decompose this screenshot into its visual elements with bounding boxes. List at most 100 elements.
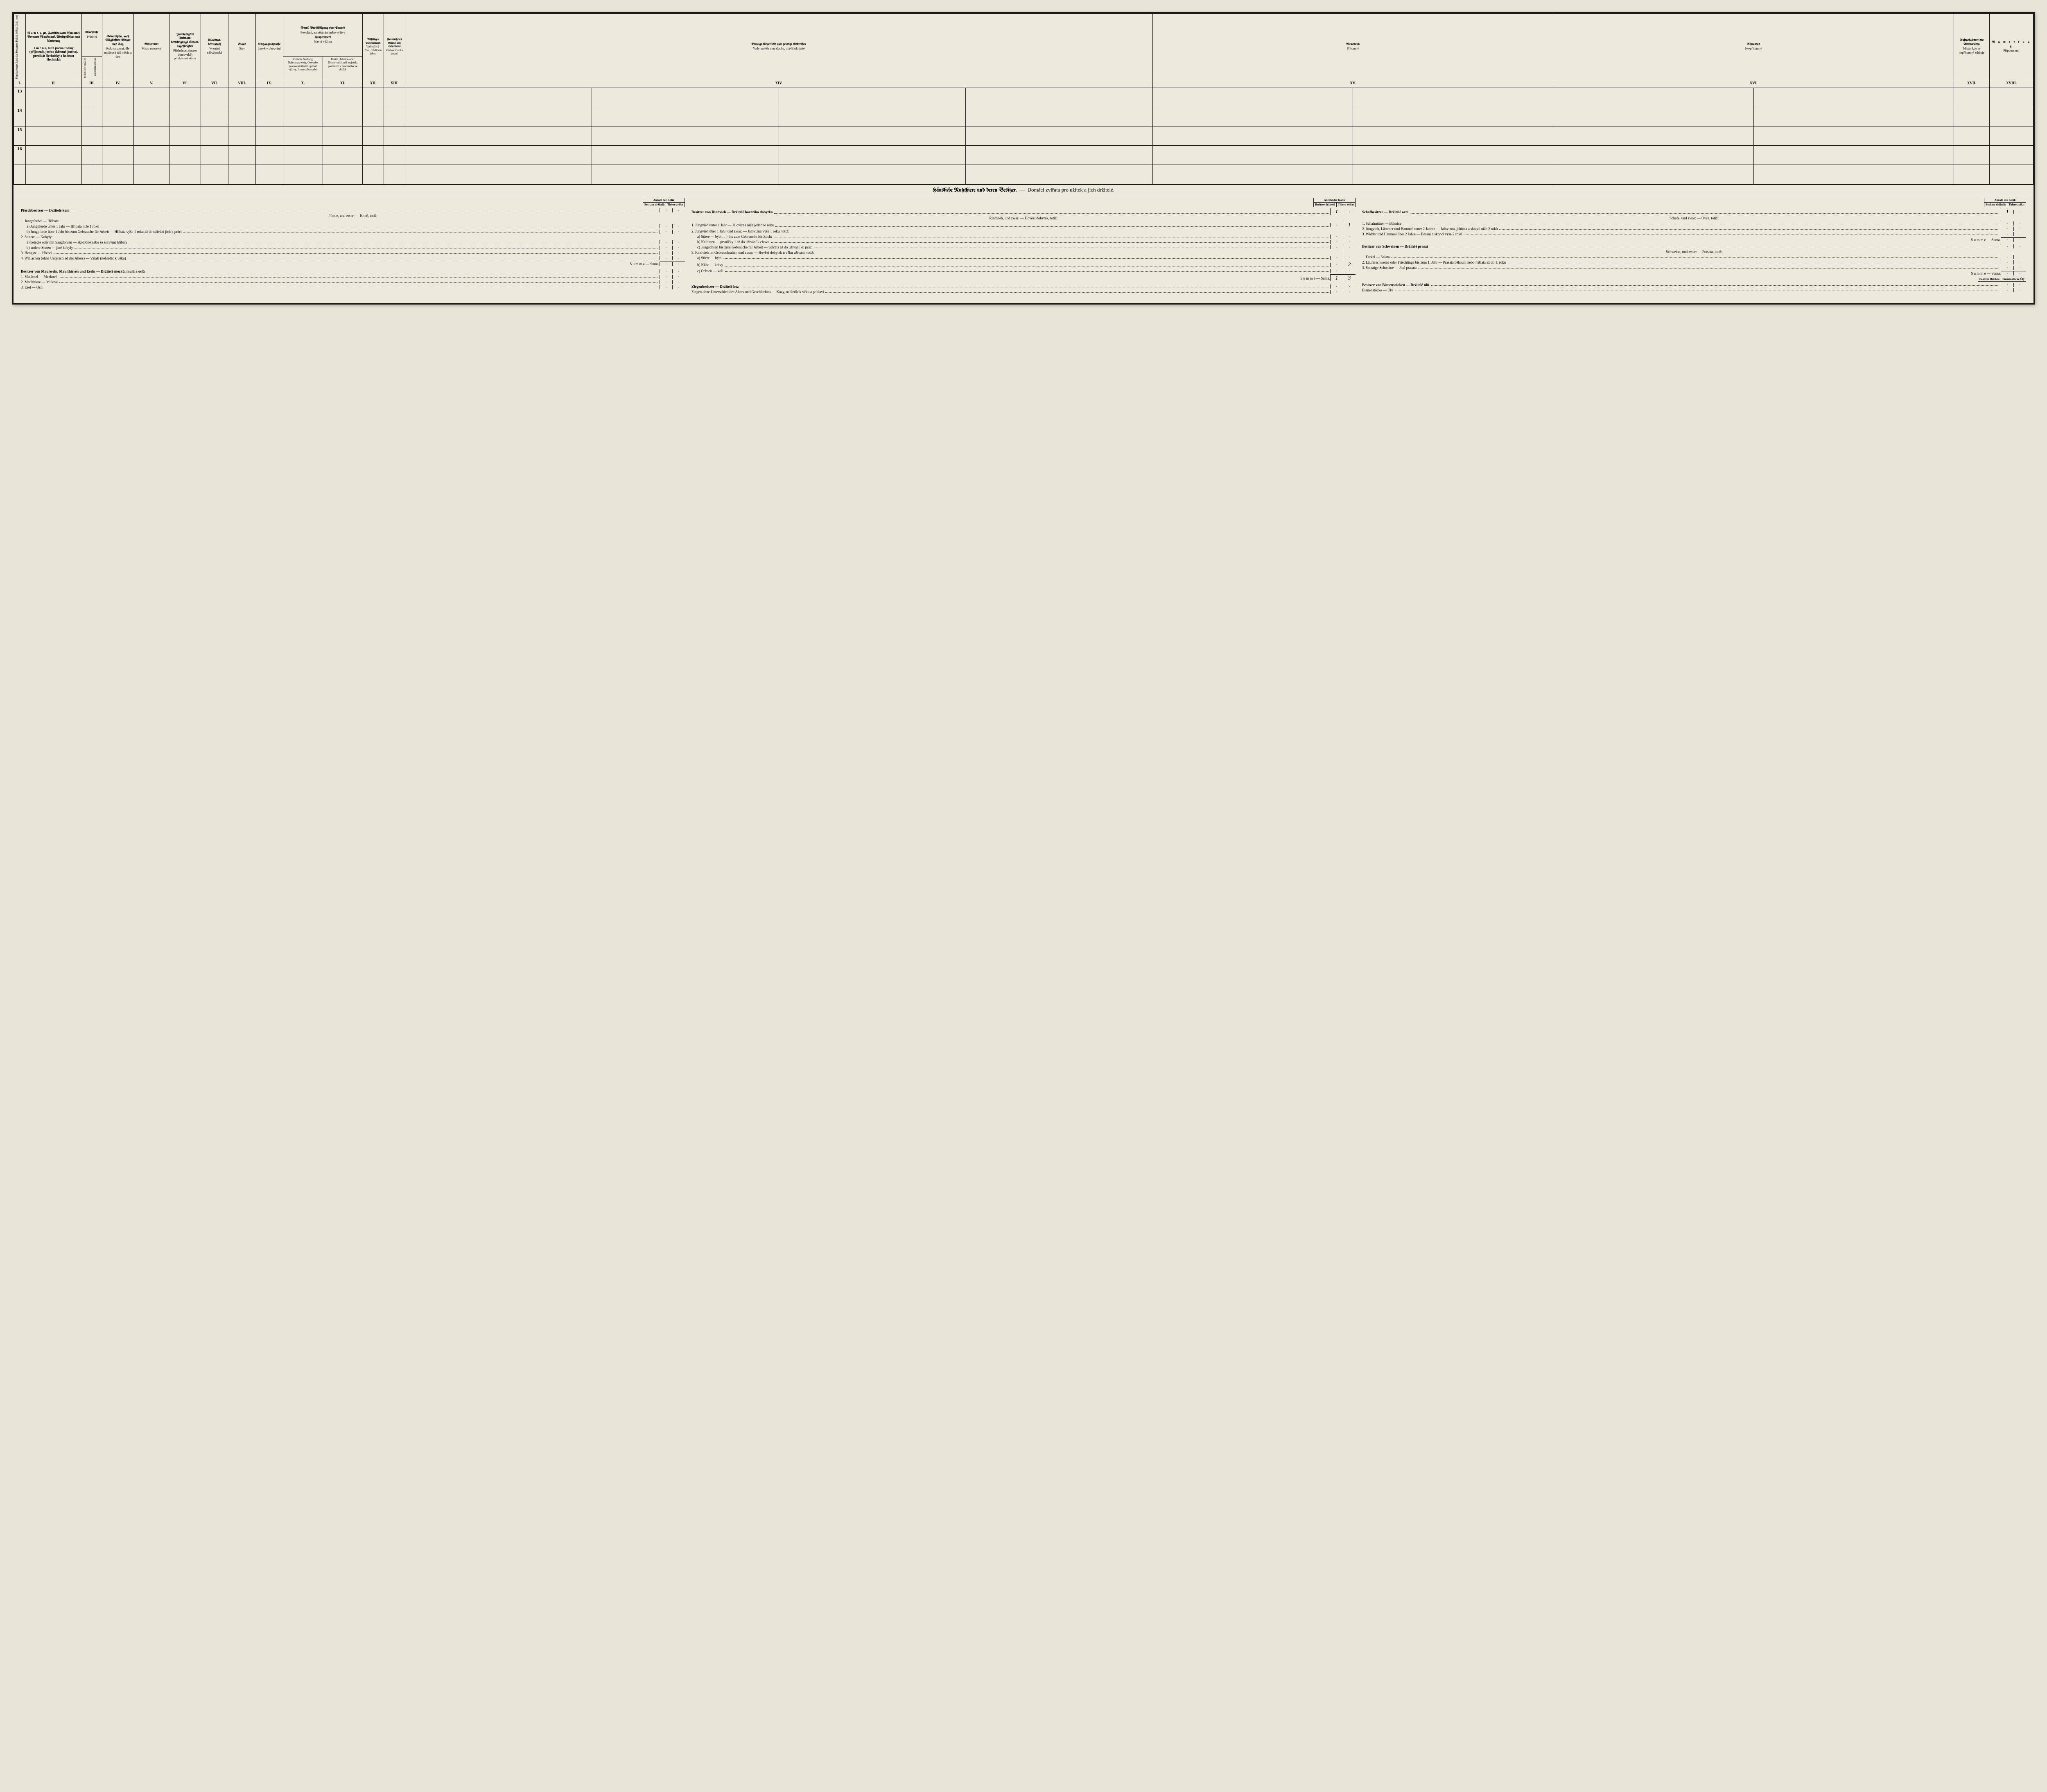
mh-b: Thiere zvířat — [666, 202, 685, 207]
col15-cz: Přítomný — [1154, 47, 1552, 51]
col9-de: Umgangs-sprache — [257, 43, 282, 47]
table-row: 13 — [14, 88, 2033, 107]
horse-owners: Pferdebesitzer — Držitelé koní — [21, 208, 70, 212]
row-num-blank — [14, 165, 26, 184]
cattle-owner: Besitzer von Rindvieh — Držitelé hovězíh… — [691, 210, 773, 214]
mh-a3: Besitzer držitelů — [1984, 202, 2007, 207]
col7-de: Glaubens-bekenntniß — [202, 39, 227, 47]
table-row — [14, 165, 2033, 184]
e1: 1. Jungpferde: — Hříbata: — [21, 219, 59, 223]
val-sum-mid-b: 1 — [1330, 274, 1343, 281]
rn-7: VII. — [201, 80, 228, 88]
sum-pigs: S u m m e — Suma. — [1971, 271, 2001, 275]
col2-de: N a m e, u. zw. Familienname (Zuname), V… — [27, 32, 80, 44]
m2: 2. Maulthiere — Mulové — [21, 280, 58, 284]
rn-1: I. — [14, 80, 26, 88]
col4-de: Geburtsjahr, nach Möglichkeit Monat und … — [104, 35, 132, 47]
census-form-page: Fortlaufende Zahl der Personen Pořád. bě… — [12, 12, 2035, 305]
col5-de: Geburtsort — [135, 43, 168, 47]
p3: 3. Sonstige Schweine — Jiná prasata — [1362, 266, 1417, 270]
col15-de: Anwesend — [1154, 43, 1552, 47]
sum-left: S u m m e — Suma. — [630, 262, 660, 266]
mh-b3: Thiere zvířat — [2007, 202, 2026, 207]
count-header-right: Anzahl der Kolik Besitzer držitelůThiere… — [1984, 198, 2026, 207]
mules-owner: Besitzer von Mauleseln, Maulthieren und … — [21, 269, 145, 273]
rn-16: XVI. — [1553, 80, 1954, 88]
animals-section-title: Häusliche Nutzthiere und deren Besitzer.… — [14, 184, 2033, 195]
s3: 3. Widder und Hammel über 2 Jahre — Bera… — [1362, 232, 1462, 236]
col3a: männlich mužské — [83, 58, 86, 78]
col17-cz: Místo, kde se nepřítomný zdržuje — [1955, 47, 1988, 54]
c3: 3. Rindvieh im Gebrauchsalter, und zwar:… — [691, 251, 814, 255]
sheep-pigs-column: Anzahl der Kolik Besitzer držitelůThiere… — [1359, 198, 2029, 295]
row-num-15: 15 — [14, 126, 26, 145]
col10-sub-de: Haupterwerb — [285, 36, 361, 40]
c2: 2. Jungvieh über 1 Jahr, und zwar: — Jal… — [691, 229, 789, 233]
val-c1: 1 — [1343, 221, 1356, 228]
col10-sub-cz: hlavní výživa — [285, 40, 361, 44]
rn-17: XVII. — [1954, 80, 1990, 88]
row-num-16: 16 — [14, 145, 26, 165]
rn-3: III. — [82, 80, 102, 88]
col18-cz: Připomenutí — [1991, 49, 2032, 53]
row-num-14: 14 — [14, 107, 26, 126]
e4: 4. Wallachen (ohne Unterschied des Alter… — [21, 256, 126, 260]
count-header-left: Anzahl der Kolik Besitzer držitelůThiere… — [643, 198, 685, 207]
e3: 3. Hengste — Hřebci — [21, 251, 52, 255]
col3b: weiblich ženské — [93, 58, 97, 76]
table-row: 15 — [14, 126, 2033, 145]
c3c: c) Ochsen — voli — [697, 269, 723, 273]
rn-18: XVIII. — [1990, 80, 2033, 88]
bee-a: Besitzer Držitelé — [1978, 277, 2001, 281]
pig-sub: Schweine, und zwar: — Prasata, totiž: — [1666, 250, 1722, 254]
goats: Ziegen ohne Unterschied des Alters und G… — [691, 290, 824, 294]
col8-cz: Stav — [230, 47, 254, 51]
bee-owner: Besitzer von Bienenstöcken — Držitelé úl… — [1362, 283, 1429, 287]
col2-cz: J m é n o, totiž jméno rodiny (příjmení)… — [27, 46, 80, 62]
rn-9: IX. — [256, 80, 283, 88]
col12-de: Allfälliger Nebenerwerb — [364, 38, 382, 45]
s2: 2. Jungvieh, Lämmer und Hammel unter 2 J… — [1362, 227, 1498, 231]
mh-a: Besitzer držitelů — [643, 202, 666, 207]
bees: Bienenstöcke — Úly — [1362, 288, 1393, 292]
rn-4: IV. — [102, 80, 134, 88]
p1: 1. Ferkel — Selata — [1362, 255, 1390, 259]
c3b: b) Kühe — krávy — [697, 263, 723, 267]
rn-15: XV. — [1152, 80, 1553, 88]
roman-numeral-row: I. II. III. IV. V. VI. VII. VIII. IX. X.… — [14, 80, 2033, 88]
m1: 1. Maulesel — Mezkové — [21, 275, 57, 279]
col17-de: Aufenthaltsort des Abwesenden — [1955, 39, 1988, 47]
mh-a2: Besitzer držitelů — [1313, 202, 1336, 207]
val-cattle-owner: 1 — [1330, 208, 1343, 215]
s1: 1. Schafmütter — Bahnice — [1362, 221, 1401, 226]
count-header-mid: Anzahl der Kolik Besitzer držitelůThiere… — [1313, 198, 1356, 207]
rn-14: XIV. — [405, 80, 1153, 88]
e2: 2. Stuten: — Kobyly: — [21, 235, 53, 239]
rn-2: II. — [26, 80, 82, 88]
col14-de: Etwaige körperliche und geistige Gebrech… — [407, 43, 1151, 47]
mh-top2: Anzahl der Kolik — [1313, 198, 1355, 202]
e2a: a) belegte oder mit Saugfohlen — skotobn… — [27, 240, 127, 244]
c2a: a) Stiere — býci . . } bis zum Gebrauche… — [697, 235, 772, 239]
c3a: a) Stiere — býci — [697, 256, 721, 260]
pig-owner: Besitzer von Schweinen — Držitelé prasat — [1362, 244, 1428, 248]
col14-cz: Vady na těle a na duchu, má-li kdo jaké — [407, 47, 1151, 51]
p2: 2. Läuferschweine oder Frischlinge bis z… — [1362, 260, 1506, 264]
bee-header: Besitzer DržiteléBienen-stöcke Úly — [1978, 277, 2026, 282]
col10-11-cz: Povolání, zaměstnání nebo výživa — [285, 31, 361, 35]
val-sheep-owner: 1 — [2001, 208, 2013, 215]
col13-cz: Znalost čtení a psaní — [385, 49, 404, 56]
rn-12: XII. — [363, 80, 384, 88]
table-row: 16 — [14, 145, 2033, 165]
col5-cz: Místo narození — [135, 47, 168, 51]
mh-top3: Anzahl der Kolik — [1984, 198, 2026, 202]
sum-sheep: S u m m e — Suma. — [1971, 238, 2001, 242]
title-cz: Domácí zvířata pro užitek a jich držitel… — [1028, 187, 1115, 193]
rn-5: V. — [134, 80, 169, 88]
col1-header: Fortlaufende Zahl der Personen Pořád. bě… — [15, 15, 18, 79]
sheep-sub: Schafe, und zwar: — Ovce, totiž: — [1670, 216, 1719, 220]
title-de: Häusliche Nutzthiere und deren Besitzer. — [933, 188, 1017, 193]
val-c3b: 2 — [1343, 261, 1356, 268]
col7-cz: Vyznání náboženské — [202, 47, 227, 54]
col10a: ämtliche Stellung, Nahrungszweig, Gewerb… — [283, 57, 323, 80]
